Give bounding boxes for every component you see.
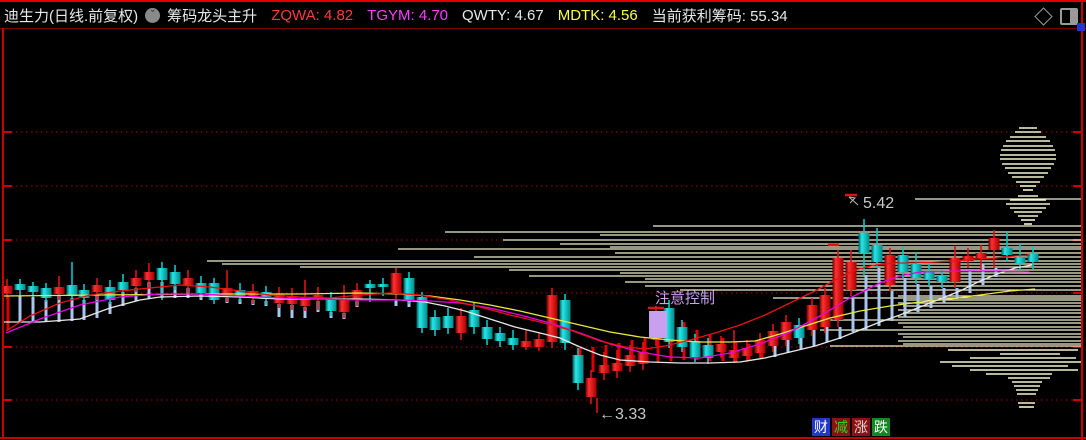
diamond-icon[interactable] — [1034, 7, 1053, 26]
legend-chip-zhang[interactable]: 涨 — [852, 418, 870, 436]
window-top-border — [0, 0, 1086, 2]
legend-chip-jian[interactable]: 减 — [832, 418, 850, 436]
chart-bottom-border — [0, 437, 1086, 439]
header-separator — [0, 28, 1086, 29]
chart-header-bar: 迪生力(日线.前复权) ˇ 筹码龙头主升 ZQWA: 4.82 TGYM: 4.… — [0, 2, 1086, 28]
indicator-value-mdtk: MDTK: 4.56 — [557, 6, 638, 24]
chevron-down-icon[interactable]: ˇ — [145, 7, 161, 23]
svg-text:注意控制: 注意控制 — [655, 289, 715, 307]
stock-title: 迪生力(日线.前复权) — [4, 7, 139, 25]
indicator-value-zqwa: ZQWA: 4.82 — [271, 6, 354, 24]
indicator-value-qwty: QWTY: 4.67 — [462, 6, 544, 24]
indicator-value-profit-chips: 当前获利筹码: 55.34 — [651, 7, 788, 25]
chart-left-border — [2, 28, 4, 438]
indicator-name[interactable]: 筹码龙头主升 — [167, 7, 258, 25]
indicator-value-tgym: TGYM: 4.70 — [367, 6, 449, 24]
chart-right-border — [1081, 0, 1083, 440]
legend-chip-cai[interactable]: 财 — [812, 418, 830, 436]
legend-chip-die[interactable]: 跌 — [872, 418, 890, 436]
corner-widget[interactable] — [1077, 23, 1085, 31]
svg-text:5.42: 5.42 — [863, 195, 894, 212]
svg-text:←3.33: ←3.33 — [599, 406, 646, 423]
price-chart[interactable]: 注意控制 5.42 ←3.33 — [0, 28, 1086, 440]
indicator-legend-chips: 财 减 涨 跌 — [812, 418, 890, 436]
split-pane-icon[interactable] — [1060, 8, 1078, 25]
